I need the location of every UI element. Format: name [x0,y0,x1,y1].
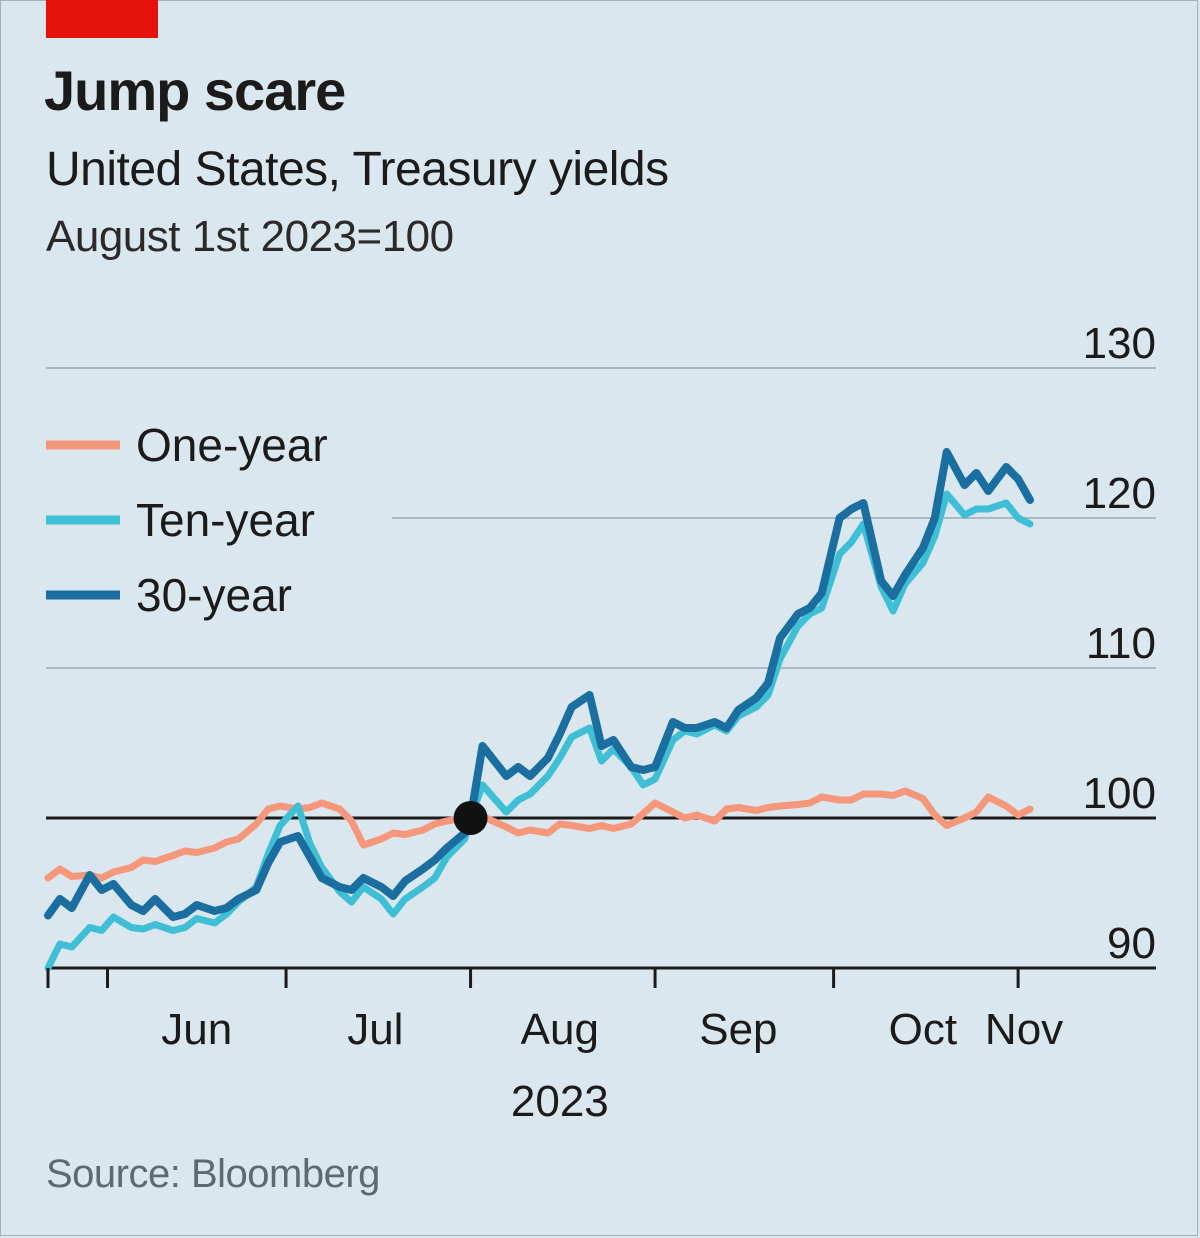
legend-label-ten_year: Ten-year [136,494,315,546]
legend-label-one_year: One-year [136,419,328,471]
brand-tag [46,0,158,38]
source-note: Source: Bloomberg [46,1152,380,1196]
x-year-label: 2023 [511,1077,609,1126]
y-tick-label: 110 [1086,619,1156,668]
x-tick-label: Jun [161,1005,232,1054]
legend: One-year Ten-year 30-year [46,419,328,621]
y-tick-label: 130 [1083,319,1156,368]
gridlines: 90 100 110 120 130 [46,319,1156,970]
series-line-one_year [44,787,1034,882]
legend-label-thirty_year: 30-year [136,569,292,621]
baseline-point [453,801,488,835]
x-tick-label: Aug [521,1005,599,1054]
chart-index-note: August 1st 2023=100 [46,212,454,261]
x-tick-label: Sep [699,1005,777,1054]
chart-subtitle: United States, Treasury yields [46,143,669,196]
y-tick-label: 100 [1083,769,1156,818]
y-tick-label: 120 [1083,469,1156,518]
x-tick-label: Oct [889,1005,957,1054]
series-lines [44,448,1034,972]
series-line-ten_year [44,490,1034,972]
x-axis: Jun Jul Aug Sep Oct Nov 2023 [46,968,1063,1126]
x-tick-label: Nov [985,1005,1063,1054]
series-line-thirty_year [44,448,1034,921]
y-tick-label: 90 [1107,919,1156,968]
x-tick-label: Jul [347,1005,403,1054]
chart-title: Jump scare [44,59,346,122]
